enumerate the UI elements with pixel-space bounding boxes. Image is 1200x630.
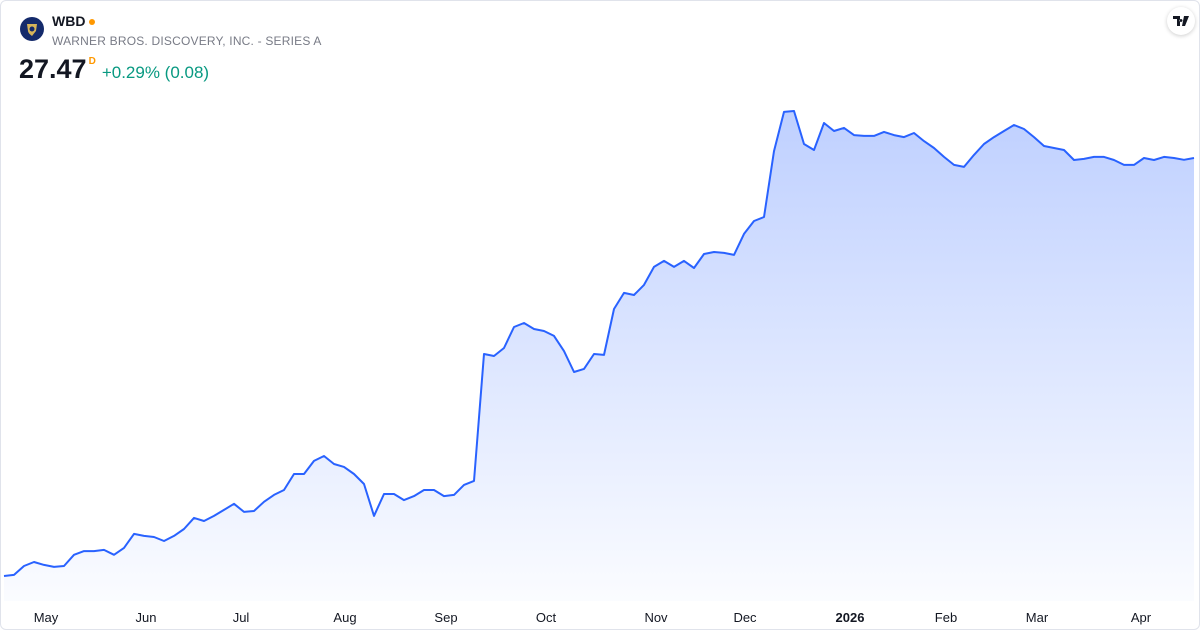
x-tick-label: May (34, 610, 59, 625)
logo (20, 17, 44, 41)
symbol-row: WBD WARNER BROS. DISCOVERY, INC. - SERIE… (19, 13, 322, 48)
x-tick-label: Oct (536, 610, 557, 625)
x-tick-label: Apr (1131, 610, 1152, 625)
tv-logo[interactable] (1167, 7, 1195, 35)
price: 27.47 (19, 54, 87, 84)
symbol: WBD (52, 13, 86, 29)
x-tick-label: Feb (935, 610, 957, 625)
x-tick-label: Sep (434, 610, 457, 625)
price-line (3, 110, 1195, 577)
x-tick-label: Nov (644, 610, 668, 625)
x-tick-label: Dec (733, 610, 757, 625)
price-flag: D (88, 56, 96, 67)
area-fill (4, 111, 1194, 601)
change: +0.29% (0.08) (101, 63, 210, 82)
x-tick-label: Jun (136, 610, 157, 625)
x-tick-label: 2026 (836, 610, 865, 625)
x-tick-label: Mar (1026, 610, 1049, 625)
tv-logo-icon (1173, 16, 1189, 26)
x-tick-label: Jul (233, 610, 250, 625)
status-dot (89, 18, 96, 25)
company-name: WARNER BROS. DISCOVERY, INC. - SERIES A (52, 34, 322, 48)
header: WBD WARNER BROS. DISCOVERY, INC. - SERIE… (19, 13, 322, 85)
x-tick-label: Aug (333, 610, 356, 625)
